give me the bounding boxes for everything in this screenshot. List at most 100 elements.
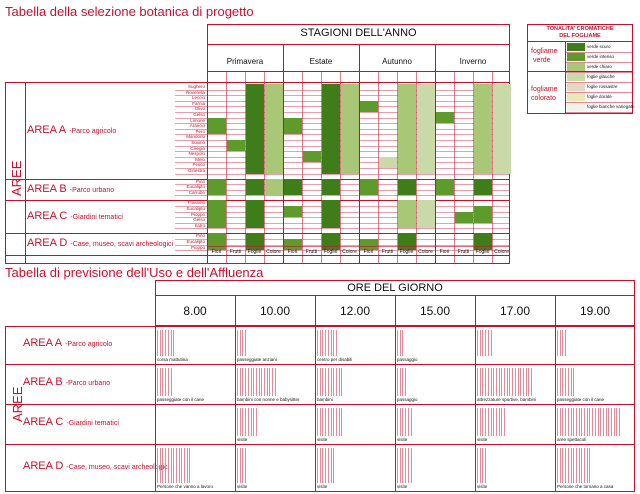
plant-name: Sughero xyxy=(187,84,205,89)
usage-bar xyxy=(157,448,158,483)
usage-bar xyxy=(557,330,558,356)
foliage-fill xyxy=(398,233,416,251)
area-label: AREA D -Case, museo, scavi archeologici xyxy=(23,460,169,472)
usage-note: bambini xyxy=(317,397,333,402)
grid-line xyxy=(565,52,633,53)
usage-bar xyxy=(335,408,337,436)
usage-bar xyxy=(165,368,166,396)
usage-bar xyxy=(333,448,334,483)
usage-bar xyxy=(573,408,574,436)
area-separator xyxy=(5,255,510,257)
usage-bar xyxy=(565,448,566,483)
usage-bar xyxy=(573,448,574,483)
area-name: AREA C xyxy=(23,416,64,428)
foliage-fill xyxy=(417,84,435,174)
usage-bar xyxy=(575,448,577,483)
usage-note: visite xyxy=(397,484,408,489)
area-label: AREA C -Giardini tematici xyxy=(27,210,123,222)
foliage-fill xyxy=(398,200,416,229)
usage-bar xyxy=(399,408,401,436)
grid-line xyxy=(632,24,633,114)
usage-bar xyxy=(319,330,321,356)
area-name: AREA C xyxy=(27,209,68,222)
usage-bar xyxy=(242,408,243,436)
usage-bar xyxy=(589,448,590,483)
usage-bar xyxy=(557,408,558,436)
usage-bar xyxy=(594,408,596,436)
grid-line xyxy=(416,71,417,264)
grid-line xyxy=(5,263,510,264)
usage-bar xyxy=(514,368,516,396)
legend-swatch xyxy=(567,53,585,61)
usage-bar xyxy=(565,330,566,356)
usage-bar xyxy=(573,368,574,396)
usage-bar xyxy=(559,448,561,483)
foliage-fill xyxy=(436,178,454,196)
plant-name: Farnia xyxy=(192,100,205,106)
usage-bar xyxy=(477,368,478,396)
foliage-fill xyxy=(303,151,321,163)
grid-line xyxy=(565,112,633,113)
grid-line xyxy=(527,41,633,42)
legend-item-label: foglie dorate xyxy=(587,94,612,99)
usage-bar xyxy=(341,368,342,396)
usage-bar xyxy=(487,330,489,356)
table2-title: Tabella di previsione dell'Uso e dell'Af… xyxy=(5,265,264,280)
grid-line xyxy=(5,82,6,264)
legend-item-label: verde intenso xyxy=(587,54,615,59)
usage-bar xyxy=(586,448,588,483)
row-line xyxy=(175,239,510,240)
plant-name: Eucalipto xyxy=(186,206,205,211)
grid-line xyxy=(5,82,510,83)
grid-line xyxy=(5,326,635,327)
usage-bar xyxy=(600,408,601,436)
grid-line xyxy=(395,295,396,491)
usage-bar xyxy=(250,368,252,396)
hours-header: ORE DEL GIORNO xyxy=(347,282,443,294)
usage-bar xyxy=(162,330,163,356)
area-separator xyxy=(5,364,635,365)
usage-bar xyxy=(242,448,243,483)
usage-bar xyxy=(181,448,182,483)
grid-line xyxy=(155,295,156,491)
foliage-fill xyxy=(265,84,283,174)
foliage-fill xyxy=(360,178,378,196)
usage-bar xyxy=(322,408,323,436)
grid-line xyxy=(264,71,265,264)
usage-bar xyxy=(575,408,577,436)
usage-bar xyxy=(341,408,342,436)
row-line xyxy=(175,222,510,224)
plant-name: Pino xyxy=(195,233,205,239)
usage-note: visite xyxy=(237,437,248,442)
usage-note: Persone che tornano a casa xyxy=(557,484,614,489)
row-line xyxy=(175,173,510,175)
usage-bar xyxy=(581,448,582,483)
hour-label: 12.00 xyxy=(339,304,371,318)
plant-name: Eucalipto xyxy=(186,239,205,244)
usage-bar xyxy=(333,408,334,436)
usage-bar xyxy=(242,330,243,356)
plant-name: Frassino xyxy=(187,200,205,206)
hour-label: 17.00 xyxy=(499,304,531,318)
usage-bar xyxy=(245,368,246,396)
usage-bar xyxy=(253,368,254,396)
foliage-fill xyxy=(246,200,264,229)
usage-bar xyxy=(605,408,607,436)
usage-note: visite xyxy=(317,484,328,489)
usage-bar xyxy=(335,368,337,396)
usage-bar xyxy=(565,408,566,436)
usage-bar xyxy=(237,330,238,356)
usage-bar xyxy=(490,330,492,356)
plant-name: Pioppo xyxy=(190,211,205,217)
usage-bar xyxy=(319,448,321,483)
usage-bar xyxy=(485,330,486,356)
usage-bar xyxy=(239,448,241,483)
legend-group: fogliame xyxy=(531,86,558,93)
usage-bar xyxy=(407,448,409,483)
usage-bar xyxy=(410,448,412,483)
area-name: AREA B xyxy=(27,182,67,195)
plant-name: Limone xyxy=(190,117,205,123)
grid-line xyxy=(283,71,284,264)
area-desc: -Giardini tematici xyxy=(66,420,119,427)
usage-bar xyxy=(165,448,166,483)
